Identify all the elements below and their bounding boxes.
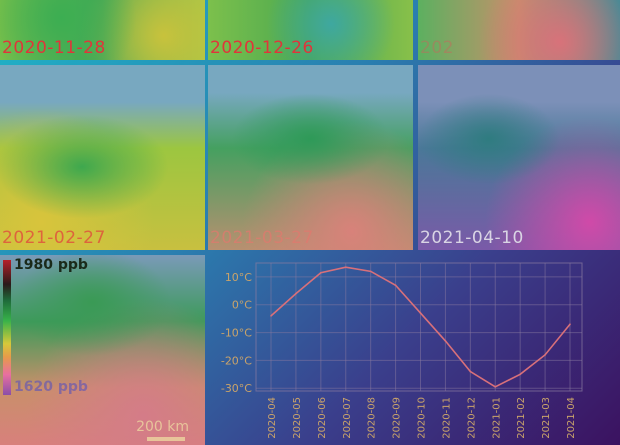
data-point: [295, 292, 297, 295]
data-point: [270, 315, 272, 317]
data-point: [469, 370, 472, 373]
y-tick-label: -10°C: [221, 327, 252, 340]
date-label: 2021-03-27: [210, 228, 314, 248]
methane-map: [208, 65, 413, 250]
data-point: [494, 386, 497, 388]
data-point: [544, 354, 546, 356]
chart-svg: 10°C 0°C -10°C -20°C -30°C 2020-04 2020-05 2020…: [221, 262, 583, 439]
map-panel-3: 202: [418, 0, 620, 60]
methane-map: [208, 0, 413, 60]
date-label: 2021-04-10: [420, 228, 524, 248]
data-point: [344, 266, 347, 268]
data-point: [444, 340, 447, 342]
y-tick-label: -20°C: [221, 354, 252, 367]
data-point: [320, 271, 322, 274]
map-panel-2: 2020-12-26: [208, 0, 413, 60]
x-tick-label: 2020-11: [441, 397, 452, 439]
date-label: 202: [420, 38, 454, 58]
scale-bar: [147, 437, 185, 441]
x-tick-label: 2020-12: [466, 397, 477, 439]
x-tick-label: 2020-06: [317, 397, 328, 439]
scale-label: 200 km: [136, 419, 189, 435]
x-tick-label: 2021-02: [516, 397, 527, 439]
data-point: [394, 284, 397, 287]
methane-map: [418, 65, 620, 250]
methane-map: [0, 255, 205, 445]
date-label: 2021-02-27: [2, 228, 106, 248]
x-tick-label: 2021-04: [566, 397, 577, 439]
data-point: [569, 323, 571, 326]
x-tick-label: 2021-03: [541, 397, 552, 439]
x-tick-label: 2020-05: [292, 397, 303, 439]
x-tick-label: 2020-10: [417, 397, 428, 439]
map-panel-4: 2021-02-27: [0, 65, 205, 250]
map-panel-legend: 1980 ppb 1620 ppb 200 km: [0, 255, 205, 445]
plot-frame: [255, 262, 583, 392]
legend-min-label: 1620 ppb: [14, 379, 88, 395]
methane-map: [0, 0, 205, 60]
temperature-chart: 10°C 0°C -10°C -20°C -30°C 2020-04 2020-05 2020…: [205, 255, 585, 445]
x-tick-label: 2020-07: [342, 397, 353, 439]
x-tick-label: 2020-04: [267, 397, 278, 439]
date-label: 2020-12-26: [210, 38, 314, 58]
methane-map: [0, 65, 205, 250]
map-panel-6: 2021-04-10: [418, 65, 620, 250]
y-tick-label: -30°C: [221, 382, 252, 395]
date-label: 2020-11-28: [2, 38, 106, 58]
y-tick-label: 10°C: [225, 271, 252, 284]
x-tick-label: 2020-08: [367, 397, 378, 439]
x-tick-label: 2021-01: [491, 397, 502, 439]
data-point: [419, 312, 422, 314]
data-point: [369, 270, 372, 273]
x-tick-label: 2020-09: [392, 397, 403, 439]
map-panel-1: 2020-11-28: [0, 0, 205, 60]
y-tick-label: 0°C: [232, 299, 252, 312]
methane-map: [418, 0, 620, 60]
map-panel-5: 2021-03-27: [208, 65, 413, 250]
colorbar: [3, 260, 11, 395]
data-point: [519, 373, 521, 376]
legend-max-label: 1980 ppb: [14, 257, 88, 273]
